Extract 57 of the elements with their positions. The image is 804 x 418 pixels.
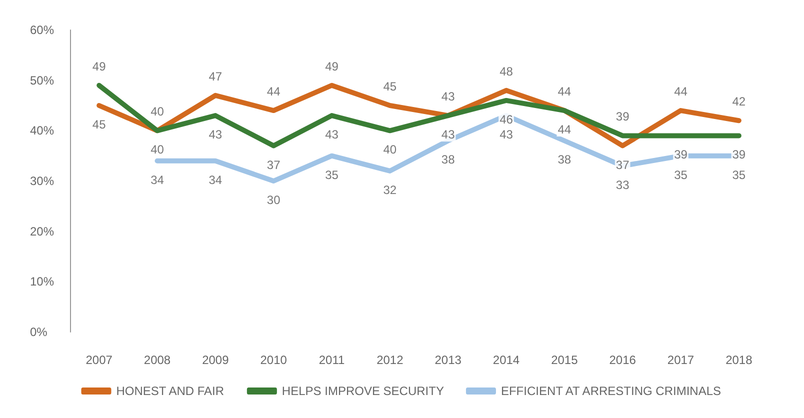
data-label: 47	[208, 69, 222, 84]
data-label: 34	[208, 172, 222, 187]
legend-label: HELPS IMPROVE SECURITY	[282, 384, 444, 398]
x-tick-label: 2010	[260, 353, 288, 367]
y-tick-label: 50%	[30, 73, 54, 88]
data-label: 44	[674, 84, 688, 99]
x-tick-label: 2017	[667, 353, 694, 367]
data-label: 40	[150, 142, 164, 157]
data-label: 34	[150, 172, 164, 187]
data-label: 37	[616, 158, 630, 172]
legend-label: HONEST AND FAIR	[116, 384, 224, 398]
data-label: 30	[266, 193, 281, 207]
data-label: 44	[558, 122, 572, 137]
x-tick-label: 2018	[726, 353, 753, 367]
y-tick-label: 40%	[30, 124, 54, 138]
data-label: 49	[325, 59, 339, 74]
data-label: 38	[441, 152, 456, 167]
data-label: 39	[674, 148, 688, 162]
data-label: 39	[616, 110, 630, 124]
data-label: 35	[732, 168, 746, 182]
y-tick-label: 60%	[30, 23, 54, 37]
legend-label: EFFICIENT AT ARRESTING CRIMINALS	[500, 384, 722, 398]
data-label: 43	[441, 90, 456, 104]
data-label: 44	[266, 84, 281, 99]
data-label: 40	[150, 104, 164, 119]
y-tick-label: 30%	[30, 174, 54, 188]
x-tick-label: 2013	[434, 353, 462, 367]
data-label: 43	[441, 128, 456, 142]
x-tick-label: 2007	[86, 353, 113, 367]
data-label: 32	[383, 182, 397, 197]
data-label: 46	[500, 112, 514, 126]
data-label: 38	[558, 152, 572, 167]
data-label: 43	[208, 128, 222, 142]
x-tick-label: 2015	[551, 353, 578, 367]
x-tick-label: 2016	[609, 353, 636, 367]
data-label: 49	[92, 59, 106, 74]
data-label: 33	[616, 178, 630, 192]
x-tick-label: 2011	[318, 353, 345, 367]
data-label: 43	[500, 128, 514, 142]
data-label: 45	[92, 118, 106, 132]
data-label: 35	[674, 168, 688, 182]
y-tick-label: 20%	[30, 224, 54, 238]
x-tick-label: 2014	[492, 353, 520, 367]
data-label: 45	[383, 80, 397, 94]
data-label: 48	[500, 64, 514, 78]
x-tick-label: 2012	[376, 353, 404, 367]
data-label: 43	[325, 128, 339, 142]
data-label: 39	[732, 148, 746, 162]
data-label: 35	[325, 168, 339, 182]
x-tick-label: 2009	[202, 353, 230, 367]
data-label: 37	[266, 158, 281, 172]
data-label: 42	[732, 94, 746, 109]
y-tick-label: 10%	[30, 274, 54, 289]
x-tick-label: 2008	[144, 353, 171, 367]
y-tick-label: 0%	[30, 325, 48, 339]
data-label: 40	[383, 142, 397, 157]
data-label: 44	[558, 84, 572, 99]
